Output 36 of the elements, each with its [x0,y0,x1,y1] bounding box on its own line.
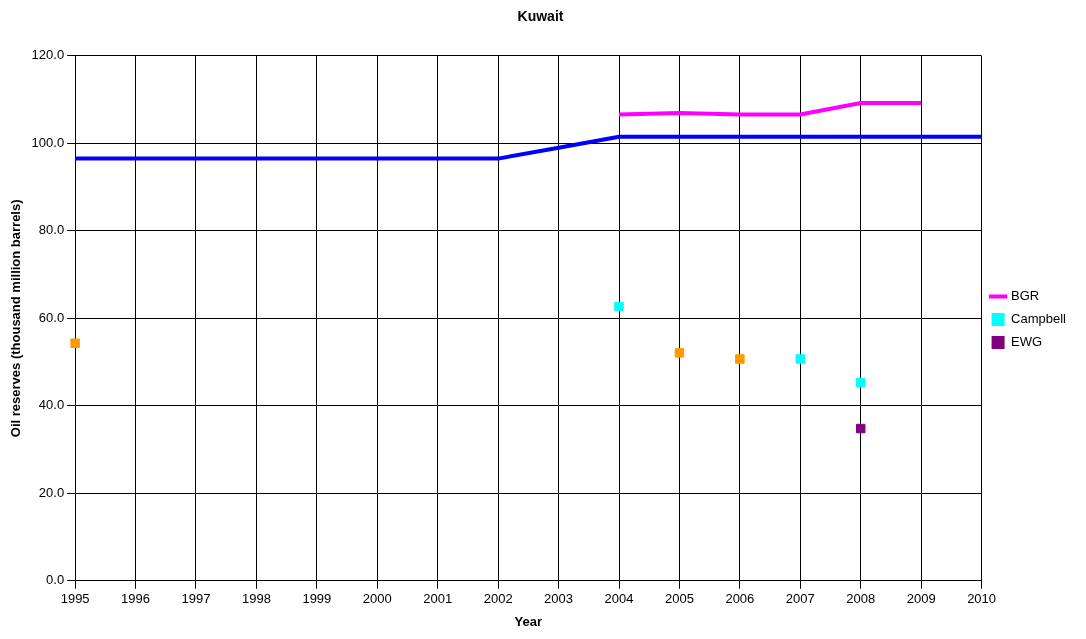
x-tick-label: 2002 [483,591,513,607]
x-tick-label: 2003 [544,591,574,607]
y-tick-label: 20.0 [38,484,65,500]
x-tick-label: 2009 [906,591,936,607]
point [735,354,745,364]
x-tick-label: 2006 [725,591,755,607]
point [795,354,806,364]
point [614,301,624,312]
legend-label: BGR [1011,288,1040,304]
y-tick-label: 40.0 [38,397,65,413]
y-axis-title: Oil reserves (thousand million barrels) [8,199,24,438]
x-tick-label: 1997 [181,591,211,607]
x-tick-label: 2010 [967,591,997,607]
point [70,338,80,348]
point [855,377,866,388]
y-tick-label: 80.0 [38,222,65,238]
legend-label: EWG [1011,334,1043,350]
x-tick-label: 1998 [241,591,271,607]
x-axis-title: Year [514,613,543,629]
y-tick-label: 60.0 [38,309,65,325]
x-tick-label: 2001 [423,591,453,607]
x-tick-label: 2000 [362,591,392,607]
y-tick-label: 0.0 [46,572,65,588]
x-tick-label: 2005 [664,591,694,607]
point [855,423,866,434]
x-tick-label: 1996 [121,591,151,607]
x-tick-label: 2007 [785,591,815,607]
y-tick-label: 120.0 [31,47,65,63]
x-tick-label: 1999 [302,591,332,607]
legend-label: Campbell [1011,311,1067,327]
y-tick-label: 100.0 [31,134,65,150]
x-tick-label: 1995 [60,591,90,607]
point [674,348,685,358]
chart-title: Kuwait [517,8,564,25]
x-tick-label: 2004 [604,591,634,607]
x-tick-label: 2008 [846,591,876,607]
